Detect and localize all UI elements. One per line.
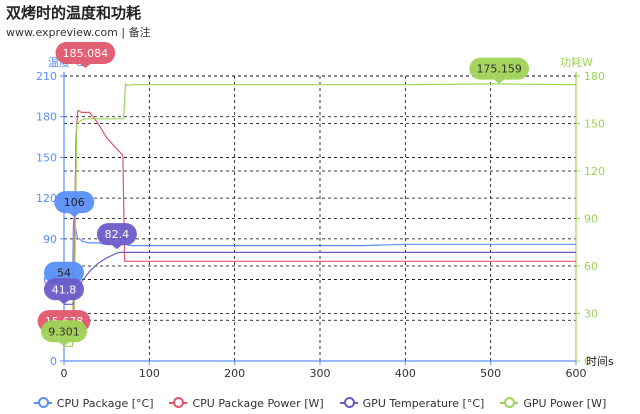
series-line-1 xyxy=(64,110,576,340)
marker-pin-2-0 xyxy=(96,223,137,250)
x-tick-label: 600 xyxy=(566,367,587,380)
legend-item-2[interactable]: GPU Temperature [°C] xyxy=(339,394,485,412)
legend-label: GPU Temperature [°C] xyxy=(362,396,485,410)
y-left-tick-label: 210 xyxy=(36,70,57,83)
y-left-tick-label: 180 xyxy=(36,111,57,124)
x-tick-label: 0 xyxy=(61,367,68,380)
y-right-tick-label: 120 xyxy=(584,165,605,178)
y-left-tick-label: 150 xyxy=(36,151,57,164)
y-right-axis-title: 功耗W xyxy=(560,56,593,69)
legend-marker-icon xyxy=(169,397,188,408)
series-line-2 xyxy=(64,251,576,305)
x-tick-label: 300 xyxy=(310,367,331,380)
x-tick-label: 500 xyxy=(480,367,501,380)
series-line-3 xyxy=(64,82,577,347)
marker-label-2-1: 41.8 xyxy=(52,283,77,296)
y-right-tick-label: 180 xyxy=(584,70,605,83)
marker-pin-2-1 xyxy=(44,278,84,305)
chart-legend: CPU Package [°C] CPU Package Power [W] GPU… xyxy=(0,394,640,412)
legend-label: GPU Power [W] xyxy=(523,396,607,410)
chart-subtitle: www.expreview.com | 备注 xyxy=(6,26,151,39)
legend-marker-icon xyxy=(339,397,358,408)
marker-label-1-0: 185.084 xyxy=(63,47,109,60)
marker-pin-3-0 xyxy=(469,57,529,84)
legend-marker-icon xyxy=(33,397,52,408)
marker-pin-3-1 xyxy=(41,320,87,347)
legend-item-1[interactable]: CPU Package Power [W] xyxy=(169,394,324,412)
y-left-tick-label: 90 xyxy=(43,233,57,246)
x-tick-label: 400 xyxy=(395,367,416,380)
y-right-tick-label: 90 xyxy=(584,213,598,226)
x-axis-title: 时间s xyxy=(586,355,614,368)
legend-item-3[interactable]: GPU Power [W] xyxy=(500,394,606,412)
marker-pin-1-0 xyxy=(55,41,116,68)
marker-label-3-0: 175.159 xyxy=(476,63,522,76)
y-right-tick-label: 150 xyxy=(584,118,605,131)
marker-label-2-0: 82.4 xyxy=(105,228,130,241)
y-left-tick-label: 120 xyxy=(36,192,57,205)
y-right-tick-label: 60 xyxy=(584,260,598,273)
y-right-tick-label: 0 xyxy=(584,355,591,368)
legend-marker-icon xyxy=(500,397,519,408)
marker-label-3-1: 9.301 xyxy=(48,325,80,338)
marker-label-0-1: 54 xyxy=(57,267,71,280)
x-tick-label: 200 xyxy=(224,367,245,380)
legend-label: CPU Package Power [W] xyxy=(192,396,324,410)
chart-title: 双烤时的温度和功耗 xyxy=(6,4,142,22)
marker-pin-0-0 xyxy=(54,191,95,218)
y-left-tick-label: 0 xyxy=(50,355,57,368)
chart-plot: 0306090120150180210030609012015018001002… xyxy=(36,41,614,380)
y-right-tick-label: 30 xyxy=(584,308,598,321)
legend-item-0[interactable]: CPU Package [°C] xyxy=(33,394,154,412)
marker-label-0-0: 106 xyxy=(64,196,85,209)
legend-label: CPU Package [°C] xyxy=(56,396,154,410)
x-tick-label: 100 xyxy=(139,367,160,380)
